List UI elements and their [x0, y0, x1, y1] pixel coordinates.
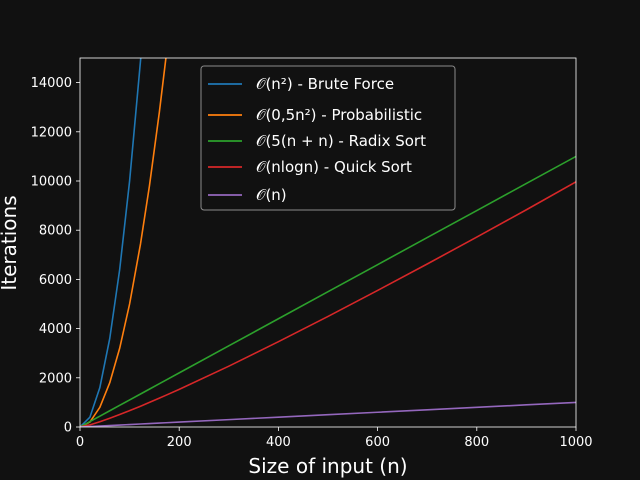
- legend-label-4: 𝒪(nlogn) - Quick Sort: [256, 158, 412, 176]
- x-axis-title: Size of input (n): [248, 454, 407, 478]
- x-tick-label: 0: [76, 435, 84, 450]
- y-tick-label: 4000: [39, 322, 72, 337]
- axes: [79, 57, 577, 428]
- legend-label-1: 𝒪(n²) - Brute Force: [256, 75, 394, 93]
- series-line-1: [80, 58, 142, 427]
- y-tick-label: 12000: [31, 125, 72, 140]
- series-layer: [80, 58, 576, 427]
- legend-label-5: 𝒪(n): [256, 186, 287, 204]
- legend: 𝒪(n²) - Brute Force 𝒪(0,5n²) - Probabilis…: [200, 65, 456, 211]
- y-tick-label: 8000: [39, 224, 72, 239]
- series-line-4: [80, 181, 576, 427]
- y-tick-label: 2000: [39, 371, 72, 386]
- x-tick-label: 1000: [559, 435, 592, 450]
- legend-label-3: 𝒪(5(n + n) - Radix Sort: [256, 132, 426, 150]
- y-tick-label: 6000: [39, 273, 72, 288]
- legend-box: [200, 65, 456, 211]
- series-line-5: [80, 401, 576, 427]
- legend-label-2: 𝒪(0,5n²) - Probabilistic: [256, 106, 422, 124]
- x-tick-label: 800: [464, 435, 489, 450]
- series-line-3: [80, 155, 576, 427]
- series-line-2: [80, 58, 167, 427]
- plot-frame: [79, 57, 577, 428]
- x-tick-label: 200: [167, 435, 192, 450]
- x-tick-label: 600: [365, 435, 390, 450]
- y-axis-title: Iterations: [0, 195, 21, 290]
- x-tick-label: 400: [266, 435, 291, 450]
- x-axis-ticks: 0 200 400 600 800 1000: [76, 427, 593, 450]
- y-tick-label: 14000: [31, 76, 72, 91]
- y-axis-ticks: 0 2000 4000 6000 8000 10000 12000 14000: [31, 76, 80, 436]
- y-tick-label: 10000: [31, 175, 72, 190]
- y-tick-label: 0: [64, 421, 72, 436]
